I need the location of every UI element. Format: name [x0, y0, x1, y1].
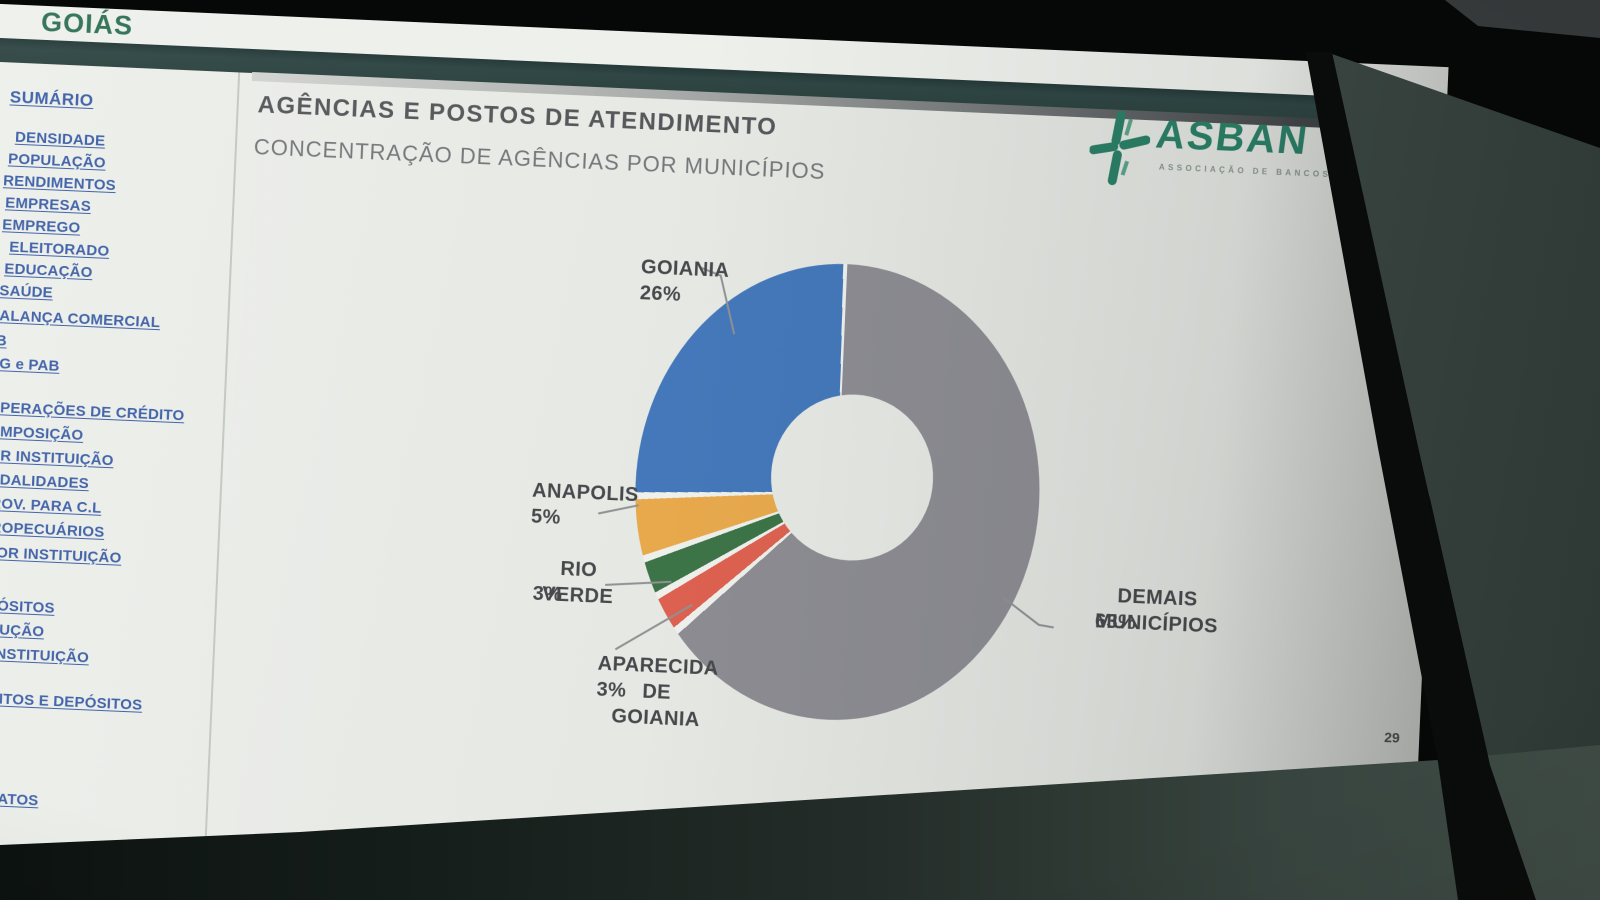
asban-cross-icon [1089, 110, 1151, 186]
lighting-shade [0, 0, 1449, 900]
presentation-slide: GOIÁS SUMÁRIO DENSIDADE POPULAÇÃO RENDIM… [0, 0, 1449, 900]
